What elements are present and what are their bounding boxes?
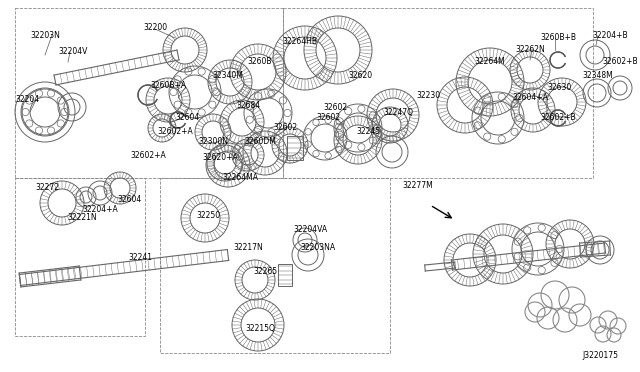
Text: 32221N: 32221N [67, 214, 97, 222]
Text: 32264HB: 32264HB [282, 38, 317, 46]
Text: 32620: 32620 [348, 71, 372, 80]
Text: 32602+B: 32602+B [540, 113, 576, 122]
Text: 3260B+B: 3260B+B [540, 33, 576, 42]
Text: 32247Q: 32247Q [383, 108, 413, 116]
Text: 32604+A: 32604+A [512, 93, 548, 103]
Text: 32602: 32602 [273, 124, 297, 132]
Text: 32602: 32602 [323, 103, 347, 112]
Text: 32604: 32604 [176, 113, 200, 122]
Text: 32602+A: 32602+A [157, 128, 193, 137]
Text: 32250: 32250 [196, 211, 220, 219]
Text: 32204+A: 32204+A [82, 205, 118, 215]
Text: 32277M: 32277M [403, 180, 433, 189]
Text: 32204VA: 32204VA [293, 225, 327, 234]
Text: 32217N: 32217N [233, 244, 263, 253]
Text: J3220175: J3220175 [582, 350, 618, 359]
Text: 32300N: 32300N [198, 138, 228, 147]
Text: 32602+B: 32602+B [602, 58, 638, 67]
Text: 3260B: 3260B [248, 58, 272, 67]
Text: 32200: 32200 [143, 23, 167, 32]
Text: 32602: 32602 [316, 113, 340, 122]
Text: 32215Q: 32215Q [245, 324, 275, 333]
Text: 32620+A: 32620+A [202, 154, 238, 163]
Bar [283, 8, 593, 178]
Text: 32264MA: 32264MA [222, 173, 258, 183]
Bar [287, 136, 303, 160]
Text: 32630: 32630 [548, 83, 572, 93]
Text: 32203N: 32203N [30, 31, 60, 39]
Text: 32230: 32230 [416, 90, 440, 99]
Bar [278, 264, 292, 286]
Text: 32348M: 32348M [582, 71, 613, 80]
Text: 32241: 32241 [128, 253, 152, 263]
Text: 32204V: 32204V [58, 48, 88, 57]
Text: 32265: 32265 [253, 267, 277, 276]
Text: 32245: 32245 [356, 128, 380, 137]
Text: 32604: 32604 [118, 196, 142, 205]
Text: 32264M: 32264M [475, 58, 506, 67]
Text: 32684: 32684 [236, 100, 260, 109]
Text: 32262N: 32262N [515, 45, 545, 55]
Bar [15, 8, 283, 178]
Text: 32204+B: 32204+B [592, 31, 628, 39]
Text: 32204: 32204 [15, 96, 39, 105]
Text: 32602+A: 32602+A [130, 151, 166, 160]
Text: 32272: 32272 [35, 183, 59, 192]
Bar [15, 178, 145, 336]
Text: 3260DM: 3260DM [244, 138, 276, 147]
Bar [160, 178, 390, 353]
Text: 32203NA: 32203NA [300, 244, 335, 253]
Text: 32340M: 32340M [212, 71, 243, 80]
Text: 3260B+A: 3260B+A [150, 80, 186, 90]
